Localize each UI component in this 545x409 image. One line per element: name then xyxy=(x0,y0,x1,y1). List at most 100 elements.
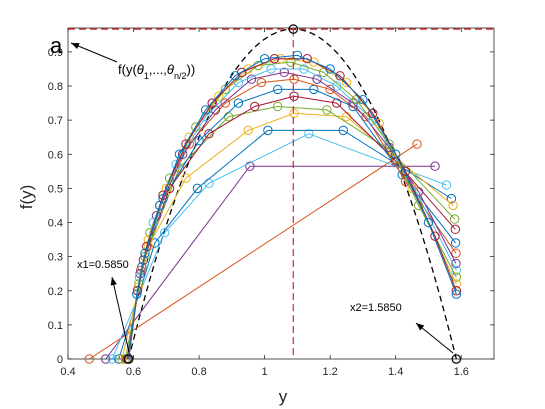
series-point xyxy=(250,101,260,112)
series-point xyxy=(451,258,461,269)
x-tick-label: 0.4 xyxy=(60,366,75,378)
series-point xyxy=(200,105,211,115)
series-point xyxy=(140,248,150,258)
series-point xyxy=(194,135,204,146)
x1-arrow-shaft xyxy=(111,276,130,353)
series-point xyxy=(158,190,168,200)
series-point xyxy=(220,84,230,95)
series-group xyxy=(84,139,422,364)
series-point xyxy=(233,98,244,108)
series-point xyxy=(177,149,188,159)
series-point xyxy=(100,354,111,364)
series-point xyxy=(266,64,276,74)
series-point xyxy=(263,125,273,136)
series-line xyxy=(89,143,418,360)
series-point xyxy=(289,108,299,119)
series-point xyxy=(273,84,283,95)
series-point xyxy=(159,228,170,238)
y-tick-label: 0.2 xyxy=(48,286,63,298)
series-point xyxy=(253,60,263,71)
series-point xyxy=(132,289,142,299)
series-point xyxy=(192,183,203,194)
y-axis-label: f(y) xyxy=(17,185,36,210)
series-group xyxy=(100,161,440,364)
series-group xyxy=(123,54,462,364)
x-axis-label: y xyxy=(279,387,288,406)
series-point xyxy=(384,139,394,149)
series-point xyxy=(450,238,461,248)
x1-arrow-head xyxy=(110,277,117,286)
series-point xyxy=(289,91,299,101)
series-point xyxy=(407,183,417,194)
series-point xyxy=(286,57,296,67)
series-line xyxy=(128,54,457,360)
series-point xyxy=(312,74,322,84)
x-tick-label: 0.6 xyxy=(126,366,141,378)
series-point xyxy=(132,286,143,296)
fy-annotation: f(y(θ1,...,θn/2)) xyxy=(118,62,195,81)
series-point xyxy=(446,193,457,204)
series-point xyxy=(450,224,461,235)
series-point xyxy=(256,77,267,88)
fy-theta-2: θ xyxy=(167,62,174,77)
series-point xyxy=(448,200,458,211)
y-tick-label: 0.9 xyxy=(48,47,63,59)
fy-prefix: f(y( xyxy=(118,62,137,77)
x-tick-label: 1 xyxy=(262,366,268,378)
x-tick-label: 1.2 xyxy=(323,366,338,378)
series-point xyxy=(273,101,283,112)
series-point xyxy=(332,81,342,91)
series-point xyxy=(325,64,335,74)
series-point xyxy=(220,98,230,108)
series-layer xyxy=(84,50,462,364)
series-point xyxy=(181,139,191,149)
series-group xyxy=(107,129,452,364)
series-point xyxy=(289,74,299,84)
series-point xyxy=(204,129,214,139)
series-point xyxy=(133,282,143,293)
series-point xyxy=(451,248,461,258)
fy-theta-1: θ xyxy=(137,62,144,77)
series-point xyxy=(155,200,165,211)
series-point xyxy=(368,108,378,119)
series-point xyxy=(451,265,462,275)
fy-suffix: )) xyxy=(187,62,196,77)
series-point xyxy=(243,125,253,136)
fy-arrow-shaft xyxy=(70,42,118,63)
y-tick-label: 0.5 xyxy=(48,183,63,195)
panel-letter: a xyxy=(50,33,63,58)
series-point xyxy=(338,125,348,136)
series-line xyxy=(127,88,457,360)
y-tick-label: 0.1 xyxy=(48,320,63,332)
annotation-arrows xyxy=(70,42,454,354)
x-tick-label: 0.8 xyxy=(191,366,206,378)
series-point xyxy=(134,279,144,289)
series-point xyxy=(449,214,460,224)
series-point xyxy=(412,139,422,149)
series-point xyxy=(279,67,289,78)
series-point xyxy=(430,161,440,171)
series-point xyxy=(230,71,240,81)
y-tick-label: 0 xyxy=(57,354,63,366)
series-point xyxy=(299,64,309,74)
series-point xyxy=(171,159,181,170)
markers-layer xyxy=(123,24,462,364)
x-axis-ticks: 0.4 0.6 0.8 1 1.2 1.4 1.6 xyxy=(60,28,469,378)
series-line xyxy=(128,58,457,360)
fy-mid: ,..., xyxy=(149,62,167,77)
y-tick-label: 0.6 xyxy=(48,149,63,161)
x1-marker xyxy=(123,354,134,364)
fy-sub-2: n/2 xyxy=(174,71,187,81)
y-tick-label: 0.4 xyxy=(48,218,63,230)
series-line xyxy=(118,129,452,360)
y-axis-ticks: 0 0.1 0.2 0.3 0.4 0.5 0.6 0.7 0.8 0.9 xyxy=(48,47,494,366)
series-point xyxy=(441,180,452,190)
series-point xyxy=(191,122,201,132)
series-point xyxy=(181,173,191,183)
series-point xyxy=(451,272,462,282)
x-tick-label: 1.6 xyxy=(454,366,469,378)
series-point xyxy=(207,98,217,108)
series-line xyxy=(105,165,436,360)
guides-layer xyxy=(68,28,494,359)
